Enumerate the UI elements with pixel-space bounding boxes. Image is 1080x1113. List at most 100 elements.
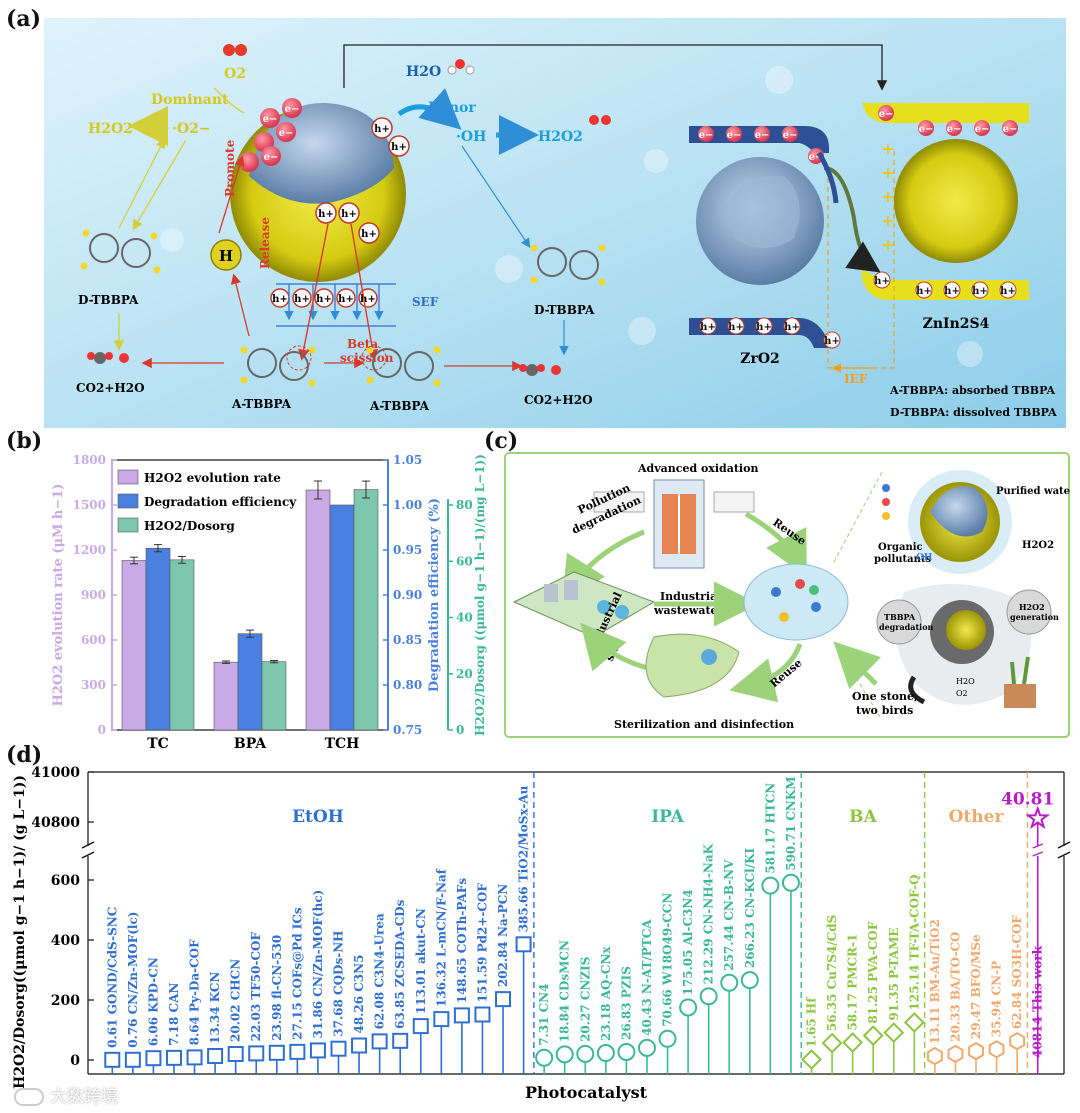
chart-d-point (309, 1042, 326, 1059)
svg-text:O2: O2 (224, 66, 246, 82)
chart-d-point-label: 0.61 GOND/CdS-SNC (105, 907, 119, 1048)
svg-text:Advanced oxidation: Advanced oxidation (637, 462, 758, 475)
chart-d-point-label: 23.98 fl-CN-530 (270, 935, 284, 1041)
chart-d-group-title: EtOH (292, 807, 344, 827)
znin2s4-particle (894, 139, 1018, 263)
svg-text:h+: h+ (784, 322, 800, 333)
chart-b-right2-tick-label: 80 (456, 498, 473, 512)
chart-b-left-tick-label: 300 (81, 678, 106, 692)
chart-b-right2-tick-label: 60 (456, 554, 473, 568)
chart-d-point (555, 1045, 574, 1064)
chart-d-point-label: 385.66 TiO2/MoSx-Au (517, 785, 531, 932)
chart-d-point-label: 151.59 Pd2+-COF (475, 883, 489, 1003)
svg-text:degradation: degradation (879, 622, 934, 632)
svg-text:H: H (219, 247, 233, 265)
chart-d-point-label: 590.71 CNKM (784, 776, 798, 870)
hydrogen-ball (210, 239, 242, 271)
wastewater-pool (743, 563, 849, 641)
svg-text:+: + (881, 139, 894, 158)
chart-b-right1-tick-label: 1.05 (393, 453, 422, 467)
svg-text:+: + (881, 187, 894, 206)
chart-b-legend-label: H2O2 evolution rate (144, 471, 281, 485)
chart-d-point-label: 13.34 KCN (208, 972, 222, 1044)
chart-d-point-label: 581.17 HTCN (763, 783, 777, 874)
chart-d-point-label: 35.94 CN-P (990, 961, 1004, 1037)
chart-d-point-label: 202.84 Na-PCN (496, 884, 510, 987)
chart-d-point (495, 991, 512, 1008)
svg-text:scission: scission (340, 351, 394, 365)
svg-text:e−: e− (879, 109, 894, 120)
chart-d-point (535, 1048, 554, 1067)
panel-c: Advanced oxidation Pollution degradation… (504, 452, 1070, 738)
svg-text:H2O2: H2O2 (538, 129, 583, 145)
chart-d-point (145, 1050, 162, 1067)
chart-d-point (165, 1049, 182, 1066)
svg-text:Industrial: Industrial (660, 590, 721, 603)
d-tbbpa-mid-molecule (530, 244, 606, 286)
svg-text:h+: h+ (272, 294, 288, 305)
chart-d-x-title: Photocatalyst (525, 1083, 648, 1102)
chart-d-point (453, 1007, 470, 1024)
svg-text:e−: e− (264, 152, 279, 163)
chart-b-category-label: BPA (234, 736, 267, 750)
watermark-icon (14, 1088, 44, 1106)
chart-d-point (947, 1044, 964, 1064)
chart-d-point (186, 1049, 203, 1066)
chart-b-right2-tick-label: 40 (456, 611, 473, 625)
chart-b-right1-tick-label: 0.80 (393, 678, 422, 692)
chart-d-point-label: 70.66 W18O49-CCN (661, 893, 675, 1027)
chart-d-point-label: 1.65 Hf (805, 997, 819, 1048)
chart-d-point (248, 1045, 265, 1062)
svg-text:A-TBBPA: A-TBBPA (231, 397, 292, 411)
a-tbbpa-molecule-2 (366, 346, 441, 387)
chart-d-point (658, 1029, 677, 1048)
svg-text:Beta: Beta (347, 337, 378, 351)
chart-d-point (1025, 805, 1051, 830)
chart-b-right1-tick-label: 0.75 (393, 723, 422, 737)
chart-d-point (617, 1042, 636, 1061)
chart-d-point (1009, 1031, 1026, 1051)
svg-text:A-TBBPA: A-TBBPA (369, 399, 430, 413)
svg-text:e−: e− (809, 152, 824, 163)
chart-b-left-tick-label: 600 (81, 633, 106, 647)
chart-d-point-label: 20.27 CNZIS (578, 957, 592, 1042)
chart-d-point (207, 1047, 224, 1064)
chart-b-right2-axis-title: H2O2/Dosorg ((μmol g−1 h−1)/(mg L−1)) (473, 454, 487, 736)
chart-d-tick-label: 41000 (31, 765, 80, 781)
chart-d-point-label: 148.65 COTh-PAFs (455, 878, 469, 1004)
chart-d-point-label: 91.35 P-TAME (887, 927, 901, 1020)
chart-d-point (227, 1045, 244, 1062)
chart-d-point-label: 113.01 akut-CN (414, 908, 428, 1014)
svg-text:CO2+H2O: CO2+H2O (76, 381, 145, 395)
chart-d-tick-label: 40800 (31, 815, 80, 831)
d-tbbpa-left-molecule (80, 229, 161, 274)
chart-b: 03006009001200150018000.750.800.850.900.… (51, 453, 487, 750)
chart-d-point-label: 58.17 PMCR-1 (846, 934, 860, 1031)
svg-text:e−: e− (699, 130, 714, 141)
chart-d-point-label: 8.64 Py-Da-COF (188, 939, 202, 1046)
chart-d-point-label: 37.68 CQDs-NH (332, 930, 346, 1036)
chart-d-point (351, 1037, 368, 1054)
svg-text:D-TBBPA: D-TBBPA (534, 303, 595, 317)
chart-d-group-title: Other (949, 807, 1005, 827)
chart-b-bar (329, 504, 355, 731)
svg-text:H2O: H2O (406, 64, 441, 80)
chart-d-point (842, 1032, 864, 1053)
chart-b-right1-tick-label: 1.00 (393, 498, 422, 512)
left-reaction-labels: O2 Dominant H2O2 ·O2− Promote Release (88, 44, 272, 269)
svg-text:h+: h+ (391, 142, 407, 153)
svg-text:e−: e− (279, 128, 294, 139)
chart-b-bar (237, 633, 263, 731)
chart-d-axis-break (81, 841, 95, 849)
svg-text:ZnIn2S4: ZnIn2S4 (923, 316, 990, 332)
chart-d-point (412, 1018, 429, 1035)
svg-text:h+: h+ (338, 294, 354, 305)
svg-text:CO2+H2O: CO2+H2O (524, 393, 593, 407)
svg-text:h+: h+ (318, 209, 334, 220)
chart-d-point (903, 1012, 925, 1033)
chart-d-point (988, 1040, 1005, 1059)
svg-text:One stone,: One stone, (852, 690, 918, 703)
chart-b-legend-label: Degradation efficiency (144, 495, 297, 509)
chart-b-left-axis-title: H2O2 evolution rate (μM h−1) (51, 484, 66, 707)
